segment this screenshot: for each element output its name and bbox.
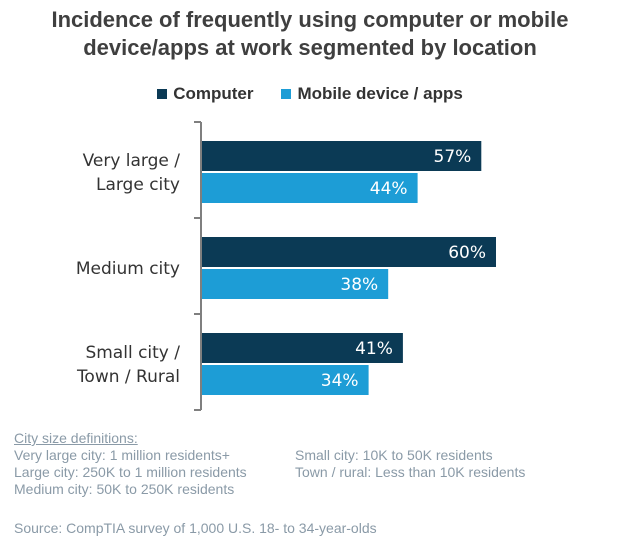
- definition-item: Medium city: 50K to 250K residents: [14, 481, 235, 497]
- bar-computer: [202, 237, 496, 267]
- definition-item: Small city: 10K to 50K residents: [295, 447, 493, 463]
- data-label: 44%: [370, 179, 408, 199]
- category-label: Medium city: [76, 259, 180, 279]
- legend-swatch-computer: [157, 89, 168, 99]
- bar-mobile: [202, 269, 389, 299]
- data-label: 41%: [355, 339, 393, 359]
- bar-chart: Very large / Large city 57% 44% Medium city 6…: [76, 121, 496, 411]
- source-note: Source: CompTIA survey of 1,000 U.S. 18-…: [14, 520, 377, 536]
- chart-title: Incidence of frequently using computer o…: [0, 6, 620, 62]
- chart-legend: Computer Mobile device / apps: [0, 84, 620, 104]
- definition-item: Very large city: 1 million residents+: [14, 447, 230, 463]
- data-label: 34%: [321, 371, 359, 391]
- legend-item-mobile: Mobile device / apps: [281, 84, 463, 104]
- data-label: 38%: [340, 275, 378, 295]
- legend-label-computer: Computer: [173, 84, 254, 103]
- chart-title-line-1: Incidence of frequently using computer o…: [51, 7, 569, 32]
- data-label: 57%: [434, 147, 472, 167]
- legend-label-mobile: Mobile device / apps: [297, 84, 463, 103]
- category-label: Small city /: [85, 343, 180, 363]
- legend-swatch-mobile: [281, 89, 292, 99]
- bar-mobile: [202, 365, 369, 395]
- city-size-definitions: City size definitions: Very large city: …: [14, 430, 614, 498]
- definitions-heading: City size definitions:: [14, 430, 138, 446]
- definition-item: Town / rural: Less than 10K residents: [295, 464, 526, 480]
- category-label: Town / Rural: [76, 367, 180, 387]
- bar-computer: [202, 333, 403, 363]
- definition-item: Large city: 250K to 1 million residents: [14, 464, 247, 480]
- bar-computer: [202, 141, 482, 171]
- category-label: Very large /: [83, 151, 181, 171]
- legend-item-computer: Computer: [157, 84, 253, 104]
- bar-mobile: [202, 173, 418, 203]
- data-label: 60%: [448, 243, 486, 263]
- chart-title-line-2: device/apps at work segmented by locatio…: [83, 35, 537, 60]
- category-label: Large city: [96, 175, 180, 195]
